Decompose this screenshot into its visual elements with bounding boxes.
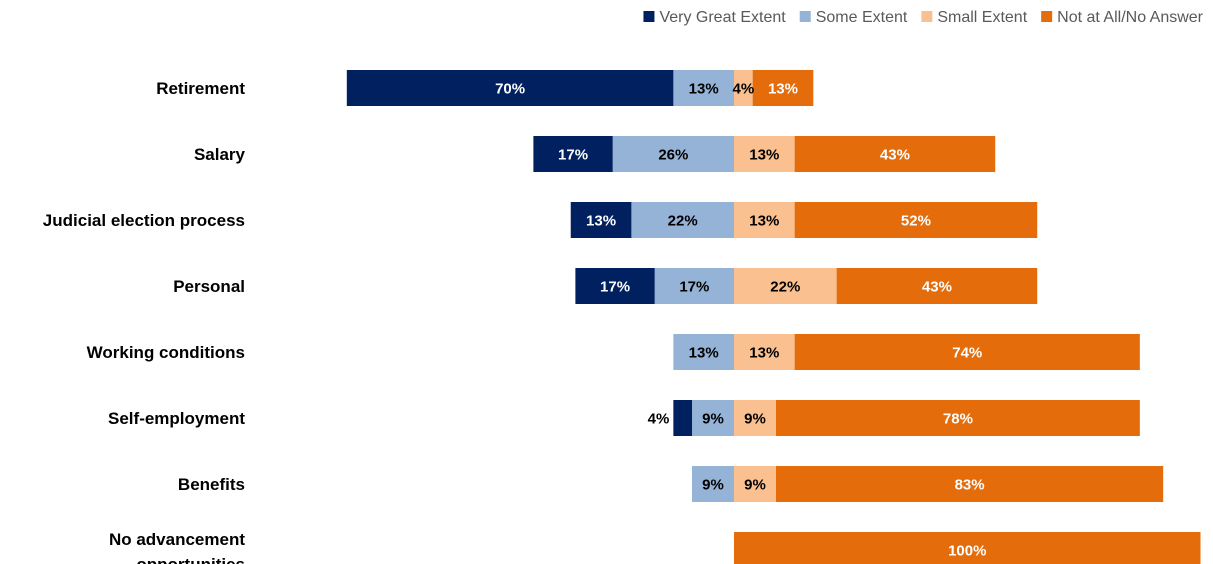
- data-label-personal-small-extent: 22%: [770, 279, 800, 296]
- bar-personal-very-great-extent: [575, 268, 655, 304]
- legend-label-small-extent: Small Extent: [937, 9, 1027, 26]
- bar-judicial-election-process-small-extent: [734, 202, 795, 238]
- data-label-working-conditions-not-at-all-no-answer: 74%: [952, 345, 982, 362]
- bar-retirement-small-extent: [734, 70, 753, 106]
- bar-no-advancement-opportunities-not-at-all-no-answer: [734, 532, 1201, 564]
- bar-judicial-election-process-some-extent: [631, 202, 734, 238]
- legend-swatch-small-extent: [921, 11, 933, 22]
- bar-salary-small-extent: [734, 136, 795, 172]
- legend-swatch-very-great-extent: [643, 11, 655, 22]
- bar-benefits-small-extent: [734, 466, 776, 502]
- category-label-self-employment: Self-employment: [108, 409, 245, 428]
- data-label-retirement-some-extent: 13%: [689, 81, 719, 98]
- data-label-personal-some-extent: 17%: [679, 279, 709, 296]
- data-label-salary-very-great-extent: 17%: [558, 147, 588, 164]
- legend-item-not-at-all-no-answer: Not at All/No Answer: [1041, 9, 1204, 26]
- legend-item-small-extent: Small Extent: [921, 9, 1028, 26]
- data-label-personal-very-great-extent: 17%: [600, 279, 630, 296]
- category-label-personal: Personal: [173, 277, 245, 296]
- legend: Very Great Extent Some Extent Small Extent…: [643, 9, 1204, 26]
- data-label-working-conditions-some-extent: 13%: [689, 345, 719, 362]
- bar-salary-not-at-all-no-answer: [794, 136, 996, 172]
- data-label-judicial-election-process-some-extent: 22%: [668, 213, 698, 230]
- legend-swatch-some-extent: [799, 11, 811, 22]
- category-labels: Retirement Salary Judicial election proces…: [43, 79, 246, 564]
- bar-working-conditions-not-at-all-no-answer: [794, 334, 1140, 370]
- bar-judicial-election-process-not-at-all-no-answer: [794, 202, 1038, 238]
- bar-self-employment-small-extent: [734, 400, 776, 436]
- data-label-self-employment-not-at-all-no-answer: 78%: [943, 411, 973, 428]
- bar-salary-very-great-extent: [533, 136, 613, 172]
- bar-self-employment-not-at-all-no-answer: [775, 400, 1140, 436]
- data-label-no-advancement-opportunities-not-at-all-no-answer: 100%: [948, 543, 986, 560]
- category-label-no-advancement-opportunities: No advancementopportunities: [109, 530, 245, 564]
- bar-benefits-not-at-all-no-answer: [775, 466, 1164, 502]
- data-label-retirement-not-at-all-no-answer: 13%: [768, 81, 798, 98]
- legend-swatch-not-at-all-no-answer: [1041, 11, 1053, 22]
- bar-salary-some-extent: [612, 136, 734, 172]
- legend-item-very-great-extent: Very Great Extent: [643, 9, 786, 26]
- bar-retirement-not-at-all-no-answer: [752, 70, 814, 106]
- bars: [346, 70, 1201, 564]
- data-label-self-employment-some-extent: 9%: [702, 411, 724, 428]
- data-label-judicial-election-process-very-great-extent: 13%: [586, 213, 616, 230]
- data-label-salary-some-extent: 26%: [658, 147, 688, 164]
- bar-retirement-very-great-extent: [346, 70, 674, 106]
- data-label-retirement-very-great-extent: 70%: [495, 81, 525, 98]
- category-label-judicial-election-process: Judicial election process: [43, 211, 245, 230]
- data-label-judicial-election-process-not-at-all-no-answer: 52%: [901, 213, 931, 230]
- data-label-working-conditions-small-extent: 13%: [749, 345, 779, 362]
- data-label-salary-not-at-all-no-answer: 43%: [880, 147, 910, 164]
- data-label-benefits-small-extent: 9%: [744, 477, 766, 494]
- bar-judicial-election-process-very-great-extent: [570, 202, 632, 238]
- bar-working-conditions-some-extent: [673, 334, 735, 370]
- data-label-personal-not-at-all-no-answer: 43%: [922, 279, 952, 296]
- legend-label-very-great-extent: Very Great Extent: [659, 9, 786, 26]
- legend-label-not-at-all-no-answer: Not at All/No Answer: [1057, 9, 1204, 26]
- legend-label-some-extent: Some Extent: [816, 9, 908, 26]
- legend-item-some-extent: Some Extent: [799, 9, 908, 26]
- bar-benefits-some-extent: [692, 466, 734, 502]
- category-label-working-conditions: Working conditions: [87, 343, 245, 362]
- category-label-retirement: Retirement: [156, 79, 245, 98]
- bar-retirement-some-extent: [673, 70, 735, 106]
- data-label-self-employment-very-great-extent: 4%: [648, 411, 670, 428]
- bar-self-employment-very-great-extent: [673, 400, 693, 436]
- bar-working-conditions-small-extent: [734, 334, 795, 370]
- bar-personal-not-at-all-no-answer: [836, 268, 1038, 304]
- category-label-benefits: Benefits: [178, 475, 245, 494]
- bar-personal-small-extent: [734, 268, 837, 304]
- data-label-benefits-some-extent: 9%: [702, 477, 724, 494]
- bar-self-employment-some-extent: [692, 400, 734, 436]
- bar-personal-some-extent: [654, 268, 734, 304]
- data-label-judicial-election-process-small-extent: 13%: [749, 213, 779, 230]
- data-label-salary-small-extent: 13%: [749, 147, 779, 164]
- data-label-self-employment-small-extent: 9%: [744, 411, 766, 428]
- data-labels: 13% 70% 4% 13% 26% 17% 13% 43% 22% 13% 13% 52% 17% 17…: [495, 81, 986, 560]
- data-label-benefits-not-at-all-no-answer: 83%: [955, 477, 985, 494]
- category-label-salary: Salary: [194, 145, 246, 164]
- data-label-retirement-small-extent: 4%: [732, 81, 754, 98]
